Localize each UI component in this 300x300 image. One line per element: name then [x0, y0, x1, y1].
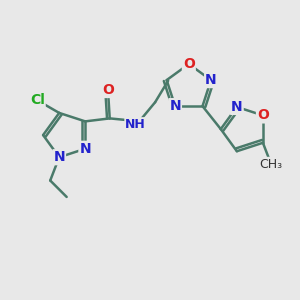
Text: O: O — [183, 57, 195, 71]
Text: N: N — [53, 150, 65, 164]
Text: CH₃: CH₃ — [259, 158, 282, 171]
Text: N: N — [80, 142, 91, 156]
Text: O: O — [102, 83, 114, 97]
Text: N: N — [231, 100, 243, 114]
Text: O: O — [257, 108, 269, 122]
Text: Cl: Cl — [30, 93, 45, 107]
Text: N: N — [205, 73, 217, 87]
Text: N: N — [169, 99, 181, 113]
Text: NH: NH — [125, 118, 146, 131]
